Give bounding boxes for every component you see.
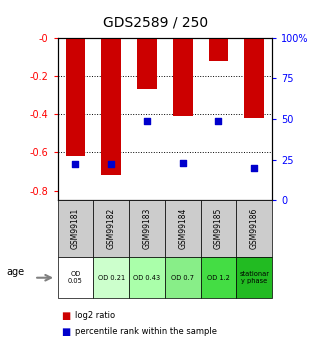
Text: GSM99185: GSM99185 [214,208,223,249]
Text: OD 0.21: OD 0.21 [98,275,125,281]
Text: GSM99183: GSM99183 [142,208,151,249]
Text: OD
0.05: OD 0.05 [68,271,83,284]
Point [144,118,149,124]
Point [216,118,221,124]
Point [252,165,257,170]
Text: GSM99186: GSM99186 [250,208,259,249]
Bar [101,38,121,175]
Text: OD 1.2: OD 1.2 [207,275,230,281]
Text: ■: ■ [61,311,70,321]
Text: OD 0.43: OD 0.43 [133,275,160,281]
Text: age: age [6,267,24,276]
Text: GDS2589 / 250: GDS2589 / 250 [103,16,208,29]
Bar [137,38,157,89]
Point [73,162,78,167]
Bar [209,38,228,61]
Text: log2 ratio: log2 ratio [75,311,115,320]
Text: GSM99181: GSM99181 [71,208,80,249]
Text: GSM99184: GSM99184 [178,208,187,249]
Text: ■: ■ [61,327,70,337]
Point [109,162,114,167]
Bar [173,38,193,116]
Bar [244,38,264,118]
Text: OD 0.7: OD 0.7 [171,275,194,281]
Text: stationar
y phase: stationar y phase [239,271,269,284]
Text: GSM99182: GSM99182 [107,208,116,249]
Bar [66,38,85,156]
Text: percentile rank within the sample: percentile rank within the sample [75,327,217,336]
Point [180,160,185,166]
